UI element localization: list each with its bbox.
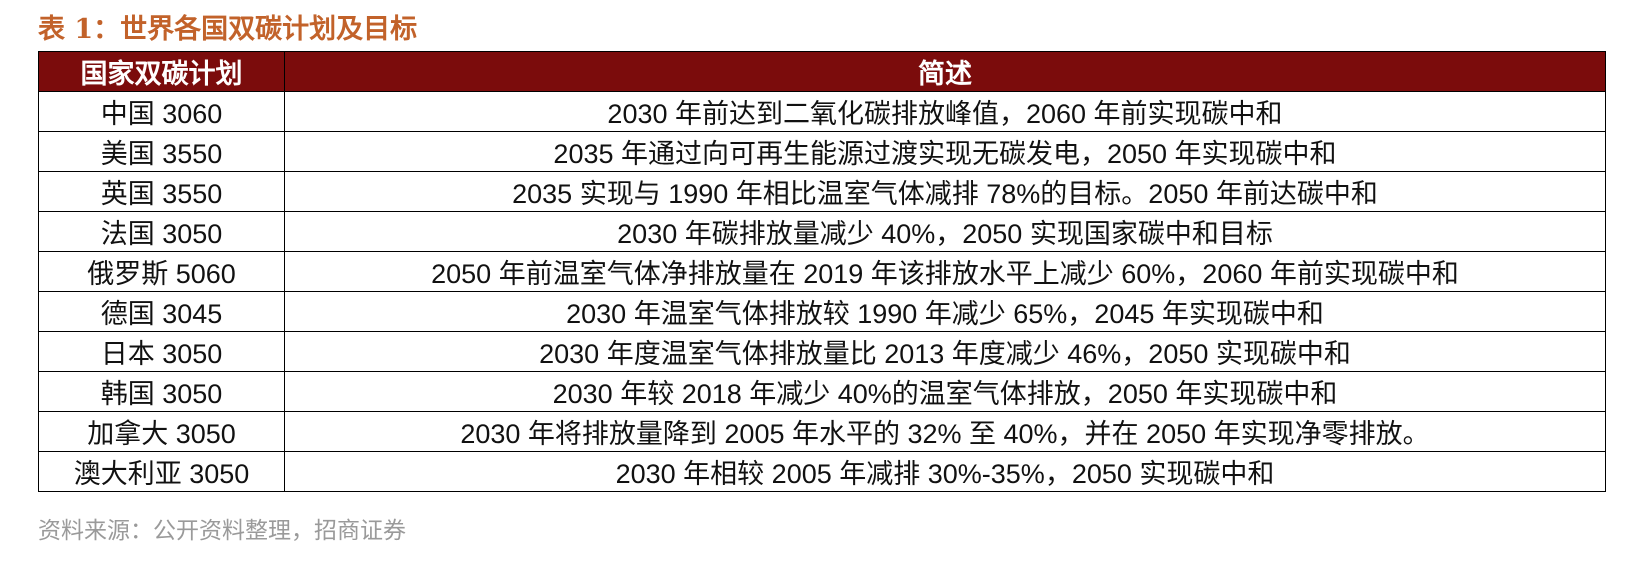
cell-plan: 英国 3550 bbox=[38, 171, 285, 212]
table-row: 俄罗斯 5060 2050 年前温室气体净排放量在 2019 年该排放水平上减少… bbox=[38, 251, 1606, 292]
table-row: 日本 3050 2030 年度温室气体排放量比 2013 年度减少 46%，20… bbox=[38, 331, 1606, 372]
cell-description: 2050 年前温室气体净排放量在 2019 年该排放水平上减少 60%，2060… bbox=[284, 251, 1606, 292]
cell-description: 2035 实现与 1990 年相比温室气体减排 78%的目标。2050 年前达碳… bbox=[284, 171, 1606, 212]
cell-plan: 德国 3045 bbox=[38, 291, 285, 332]
table-row: 中国 3060 2030 年前达到二氧化碳排放峰值，2060 年前实现碳中和 bbox=[38, 91, 1606, 132]
cell-plan: 美国 3550 bbox=[38, 131, 285, 172]
cell-plan: 日本 3050 bbox=[38, 331, 285, 372]
cell-plan: 加拿大 3050 bbox=[38, 411, 285, 452]
cell-plan: 法国 3050 bbox=[38, 211, 285, 252]
table-row: 英国 3550 2035 实现与 1990 年相比温室气体减排 78%的目标。2… bbox=[38, 171, 1606, 212]
table-row: 澳大利亚 3050 2030 年相较 2005 年减排 30%-35%，2050… bbox=[38, 451, 1606, 492]
cell-description: 2030 年温室气体排放较 1990 年减少 65%，2045 年实现碳中和 bbox=[284, 291, 1606, 332]
cell-plan: 中国 3060 bbox=[38, 91, 285, 132]
cell-plan: 澳大利亚 3050 bbox=[38, 451, 285, 492]
carbon-targets-table: 国家双碳计划 简述 中国 3060 2030 年前达到二氧化碳排放峰值，2060… bbox=[38, 51, 1606, 492]
header-plan: 国家双碳计划 bbox=[38, 51, 285, 92]
cell-description: 2030 年碳排放量减少 40%，2050 实现国家碳中和目标 bbox=[284, 211, 1606, 252]
table-row: 德国 3045 2030 年温室气体排放较 1990 年减少 65%，2045 … bbox=[38, 291, 1606, 332]
cell-description: 2030 年相较 2005 年减排 30%-35%，2050 实现碳中和 bbox=[284, 451, 1606, 492]
table-caption: 表 1：世界各国双碳计划及目标 bbox=[38, 14, 418, 45]
cell-plan: 韩国 3050 bbox=[38, 371, 285, 412]
table-row: 韩国 3050 2030 年较 2018 年减少 40%的温室气体排放，2050… bbox=[38, 371, 1606, 412]
table-row: 法国 3050 2030 年碳排放量减少 40%，2050 实现国家碳中和目标 bbox=[38, 211, 1606, 252]
cell-plan: 俄罗斯 5060 bbox=[38, 251, 285, 292]
table-row: 美国 3550 2035 年通过向可再生能源过渡实现无碳发电，2050 年实现碳… bbox=[38, 131, 1606, 172]
table-header-row: 国家双碳计划 简述 bbox=[38, 51, 1606, 92]
cell-description: 2030 年较 2018 年减少 40%的温室气体排放，2050 年实现碳中和 bbox=[284, 371, 1606, 412]
cell-description: 2030 年度温室气体排放量比 2013 年度减少 46%，2050 实现碳中和 bbox=[284, 331, 1606, 372]
source-note: 资料来源：公开资料整理，招商证券 bbox=[38, 518, 406, 544]
table-row: 加拿大 3050 2030 年将排放量降到 2005 年水平的 32% 至 40… bbox=[38, 411, 1606, 452]
cell-description: 2030 年将排放量降到 2005 年水平的 32% 至 40%，并在 2050… bbox=[284, 411, 1606, 452]
cell-description: 2035 年通过向可再生能源过渡实现无碳发电，2050 年实现碳中和 bbox=[284, 131, 1606, 172]
cell-description: 2030 年前达到二氧化碳排放峰值，2060 年前实现碳中和 bbox=[284, 91, 1606, 132]
header-description: 简述 bbox=[284, 51, 1606, 92]
